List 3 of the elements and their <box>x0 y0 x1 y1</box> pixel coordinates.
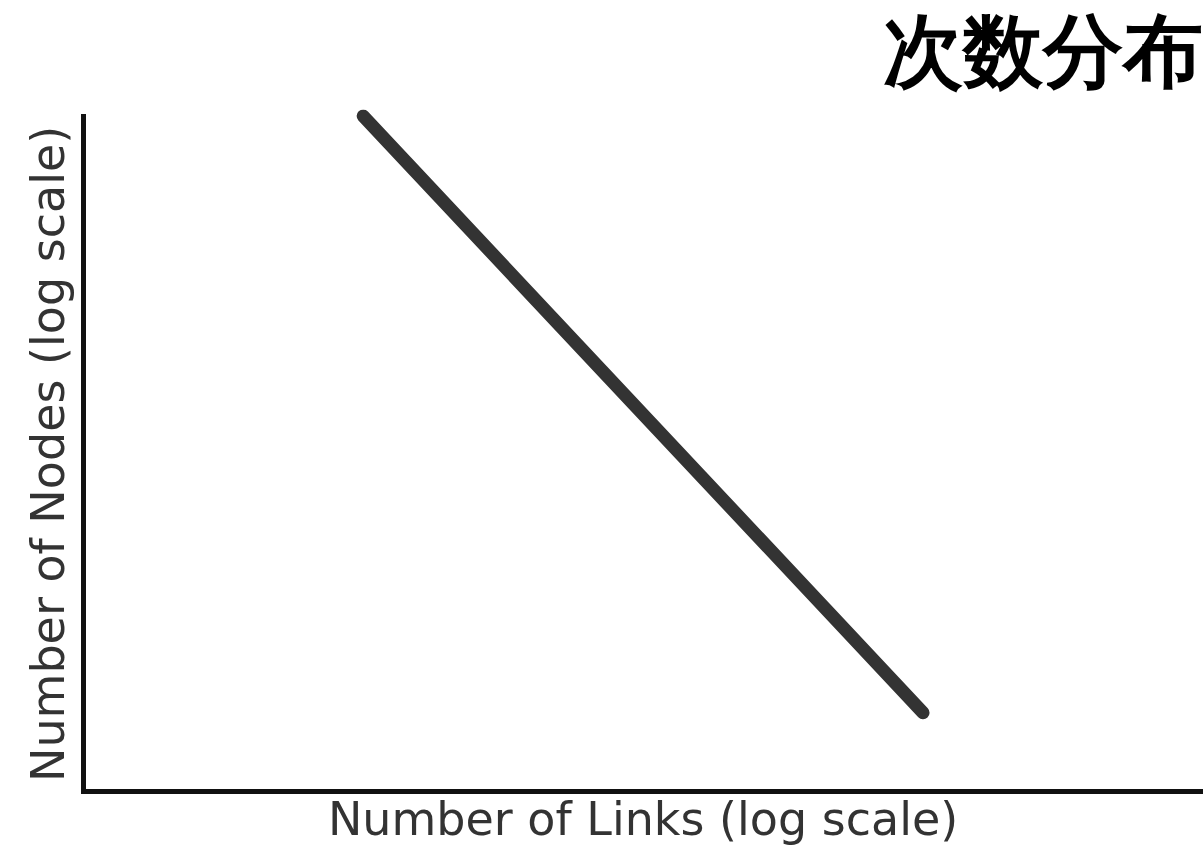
x-axis-title: Number of Links (log scale) <box>327 792 959 847</box>
y-axis-title: Number of Nodes (log scale) <box>20 125 75 782</box>
chart-title: 次数分布 <box>883 4 1203 98</box>
